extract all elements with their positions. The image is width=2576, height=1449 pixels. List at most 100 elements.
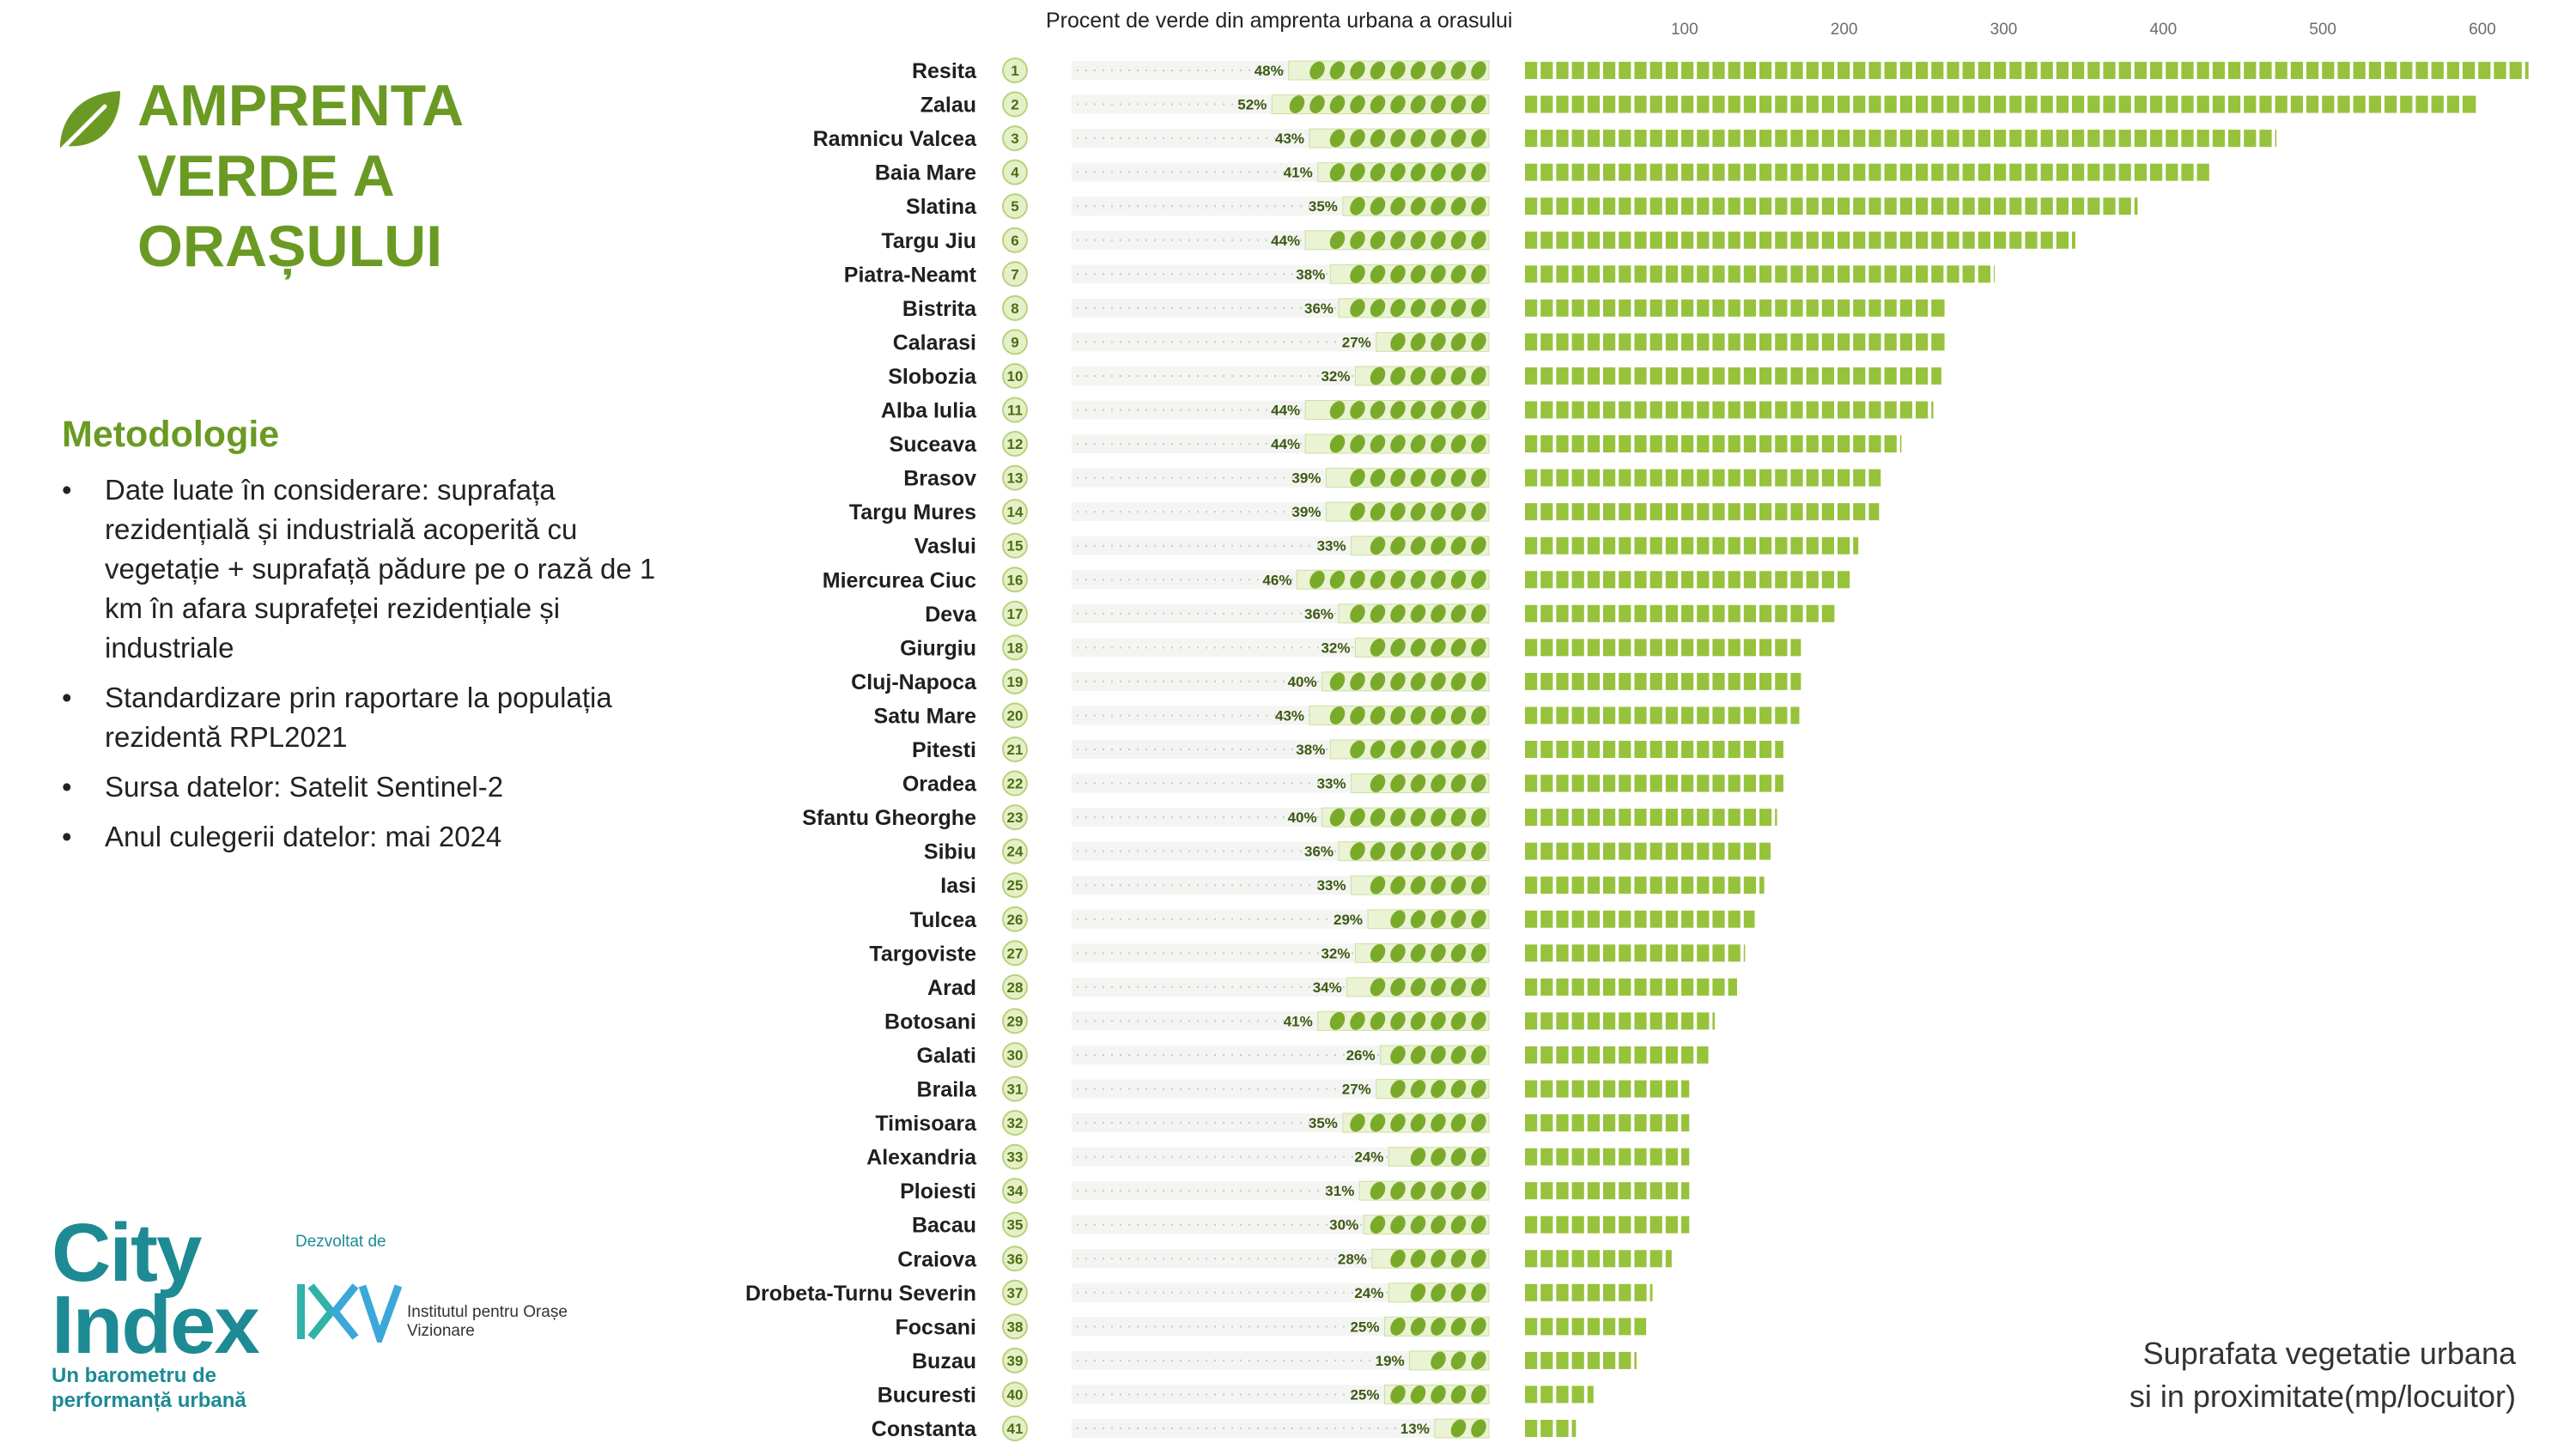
area-bar-segment xyxy=(1790,435,1803,453)
area-bar-segment xyxy=(2118,197,2131,215)
area-bar-segment xyxy=(1525,503,1538,521)
area-bar-segment xyxy=(1540,469,1553,487)
leaf-mark xyxy=(1450,502,1467,521)
area-bar-segment xyxy=(1556,1250,1569,1268)
leaf-mark xyxy=(1471,943,1486,962)
institute-name: Institutul pentru Orașe Vizionare xyxy=(407,1303,568,1340)
area-bar-segment xyxy=(1619,639,1631,657)
leaf-mark xyxy=(1390,537,1406,555)
leaf-mark xyxy=(1370,61,1386,80)
leaf-mark xyxy=(1471,332,1486,351)
percent-label: 46% xyxy=(1262,572,1291,588)
area-bar-segment xyxy=(1525,571,1538,589)
area-bar-segment xyxy=(1884,435,1897,453)
city-label: Calarasi xyxy=(893,330,976,355)
area-bar-segment xyxy=(1540,571,1553,589)
leaf-mark xyxy=(1471,367,1486,385)
area-bar-segment xyxy=(1806,333,1819,351)
leaf-mark xyxy=(1471,1148,1486,1167)
area-bar-segment xyxy=(1556,1182,1569,1200)
rank-badge xyxy=(1002,838,1028,864)
area-bar-segment xyxy=(1868,130,1881,148)
area-bar-segment xyxy=(1665,1250,1672,1268)
leaf-mark xyxy=(1390,1011,1406,1030)
city-label: Constanta xyxy=(872,1417,977,1441)
area-bar-segment xyxy=(1525,1318,1538,1336)
leaf-mark xyxy=(1390,706,1406,724)
area-bar-segment xyxy=(2166,62,2178,79)
area-bar-segment xyxy=(1916,163,1929,181)
area-bar-segment xyxy=(2056,197,2069,215)
area-bar xyxy=(1525,537,1859,555)
city-label: Baia Mare xyxy=(875,161,976,185)
area-bar-segment xyxy=(1556,197,1569,215)
leaf-mark xyxy=(1370,197,1386,215)
leaf-mark xyxy=(1450,570,1467,589)
area-bar-segment xyxy=(1587,1250,1600,1268)
area-bar-segment xyxy=(2134,197,2138,215)
area-bar-segment xyxy=(1587,1216,1600,1234)
rank-badge xyxy=(1002,973,1028,1000)
area-bar-segment xyxy=(1931,197,1944,215)
area-bar-segment xyxy=(1697,1012,1710,1030)
area-bar-segment xyxy=(1681,944,1694,962)
leaf-mark xyxy=(1370,401,1386,419)
percent-label: 30% xyxy=(1329,1217,1358,1234)
area-bar-segment xyxy=(2118,163,2131,181)
area-bar-segment xyxy=(1619,1080,1631,1098)
rank-label: 28 xyxy=(1007,979,1024,996)
area-bar-segment xyxy=(2181,95,2194,113)
area-bar-segment xyxy=(1603,706,1616,724)
area-bar-segment xyxy=(1681,604,1694,622)
logo-line-2: Index xyxy=(52,1279,260,1371)
area-bar-segment xyxy=(1634,130,1647,148)
leaf-mark xyxy=(1350,231,1365,250)
area-bar-segment xyxy=(2322,62,2335,79)
area-bar-segment xyxy=(1775,401,1788,419)
city-label: Slatina xyxy=(906,195,977,219)
area-bar-segment xyxy=(1571,706,1584,724)
leaf-mark xyxy=(1390,163,1406,182)
area-bar-segment xyxy=(1743,367,1756,385)
area-bar xyxy=(1525,333,1945,351)
leaf-mark xyxy=(1450,876,1467,894)
area-bar xyxy=(1525,1012,1715,1030)
area-bar-segment xyxy=(1665,469,1678,487)
leaf-mark xyxy=(1390,876,1406,894)
area-bar xyxy=(1525,367,1941,385)
area-bar-segment xyxy=(1681,265,1694,283)
leaf-mark xyxy=(1431,367,1446,385)
leaf-mark xyxy=(1471,1113,1486,1132)
area-bar-segment xyxy=(1665,333,1678,351)
leaf-mark xyxy=(1370,502,1386,521)
area-bar-segment xyxy=(2212,95,2225,113)
area-bar-segment xyxy=(1619,401,1631,419)
leaf-mark xyxy=(1450,740,1467,759)
leaf-mark xyxy=(1431,61,1446,80)
percent-label: 43% xyxy=(1275,130,1304,147)
area-bar-segment xyxy=(2275,95,2287,113)
area-bar-segment xyxy=(1821,130,1834,148)
area-bar-segment xyxy=(1916,62,1929,79)
area-bar-segment xyxy=(1634,197,1647,215)
area-bar-segment xyxy=(1634,1283,1647,1301)
area-bar-segment xyxy=(1681,571,1694,589)
area-bar-segment xyxy=(1587,876,1600,894)
percent-label: 33% xyxy=(1317,877,1346,894)
area-bar-segment xyxy=(1790,537,1803,555)
area-bar-segment xyxy=(1571,978,1584,996)
leaf-mark xyxy=(1350,808,1365,827)
leaf-mark xyxy=(1370,231,1386,250)
leaf-mark xyxy=(1370,1181,1386,1200)
area-bar-segment xyxy=(1775,571,1788,589)
leaf-mark xyxy=(1471,1419,1486,1438)
area-bar-segment xyxy=(1540,163,1553,181)
area-bar-segment xyxy=(1728,163,1741,181)
area-bar-segment xyxy=(1603,1318,1616,1336)
area-bar-segment xyxy=(1649,978,1662,996)
city-label: Targu Jiu xyxy=(881,229,976,253)
area-bar-segment xyxy=(2087,62,2100,79)
area-bar-segment xyxy=(1775,95,1788,113)
leaf-mark xyxy=(1390,774,1406,792)
rank-label: 8 xyxy=(1011,300,1018,317)
